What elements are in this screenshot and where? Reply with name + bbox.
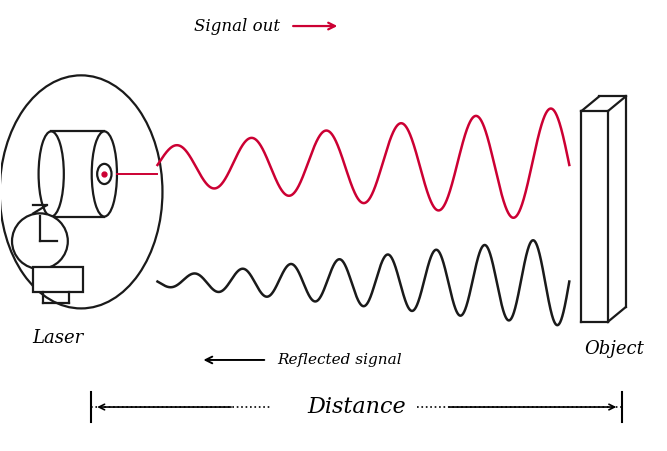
Text: Laser: Laser [32,329,83,346]
Bar [33,267,83,292]
Text: Object: Object [584,340,644,358]
Ellipse shape [12,213,68,269]
Text: Distance: Distance [307,396,406,418]
Ellipse shape [92,131,117,216]
Text: Reflected signal: Reflected signal [277,353,402,367]
Text: Signal out: Signal out [194,18,280,35]
Ellipse shape [97,164,111,184]
